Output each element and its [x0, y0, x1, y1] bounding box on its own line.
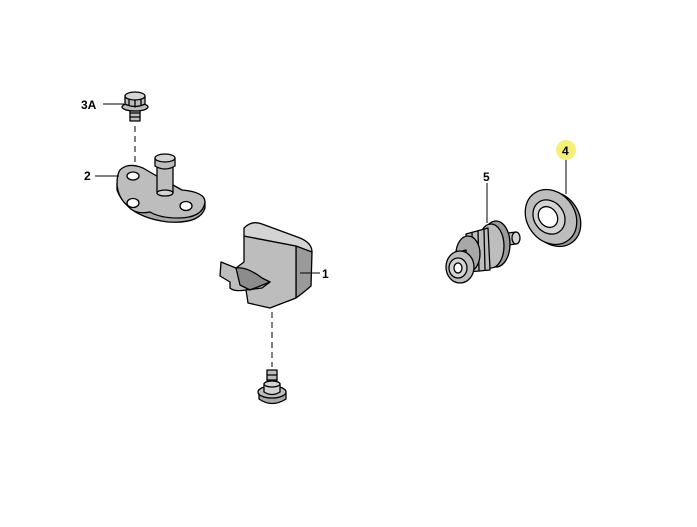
callout-3a: 3A	[81, 98, 97, 112]
part-2-bracket[interactable]	[116, 153, 206, 223]
callout-4: 4	[562, 144, 569, 158]
callout-1: 1	[322, 267, 329, 281]
part-1-block[interactable]	[219, 222, 313, 309]
callout-2: 2	[84, 169, 91, 183]
part-screw[interactable]	[257, 369, 287, 405]
part-4-washer[interactable]	[515, 179, 592, 256]
callout-4-highlight	[556, 140, 576, 160]
part-3a-bolt[interactable]	[121, 91, 149, 122]
part-5-striker-pin[interactable]	[445, 220, 521, 284]
callout-5: 5	[483, 170, 490, 184]
